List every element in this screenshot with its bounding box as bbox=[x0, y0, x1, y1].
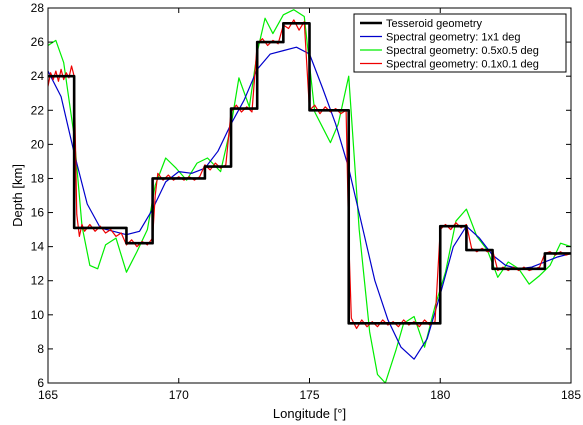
x-tick-label: 175 bbox=[299, 388, 319, 402]
y-axis-ticks: 6 8 10 12 14 16 18 20 22 24 26 28 bbox=[31, 1, 571, 390]
legend: Tesseroid geometry Spectral geometry: 1x1… bbox=[353, 13, 567, 73]
y-tick-label: 14 bbox=[31, 240, 45, 254]
y-tick-label: 12 bbox=[31, 274, 45, 288]
x-tick-label: 165 bbox=[38, 388, 58, 402]
y-tick-label: 18 bbox=[31, 171, 45, 185]
series-line-1 bbox=[48, 22, 571, 325]
x-tick-label: 180 bbox=[430, 388, 450, 402]
legend-box bbox=[353, 13, 567, 73]
x-axis-label: Longitude [°] bbox=[273, 406, 346, 421]
y-tick-label: 10 bbox=[31, 308, 45, 322]
legend-label: Spectral geometry: 0.5x0.5 deg bbox=[386, 45, 539, 57]
y-tick-label: 22 bbox=[31, 103, 45, 117]
legend-label: Tesseroid geometry bbox=[386, 18, 482, 30]
plot-series bbox=[48, 9, 571, 383]
y-tick-label: 6 bbox=[37, 376, 44, 390]
y-tick-label: 28 bbox=[31, 1, 45, 15]
y-axis-label: Depth [km] bbox=[10, 164, 25, 227]
y-tick-label: 20 bbox=[31, 137, 45, 151]
y-tick-label: 16 bbox=[31, 206, 45, 220]
y-tick-label: 26 bbox=[31, 35, 45, 49]
legend-label: Spectral geometry: 0.1x0.1 deg bbox=[386, 59, 539, 71]
legend-label: Spectral geometry: 1x1 deg bbox=[386, 32, 521, 44]
x-tick-label: 185 bbox=[561, 388, 581, 402]
y-tick-label: 8 bbox=[37, 342, 44, 356]
x-tick-label: 170 bbox=[169, 388, 189, 402]
x-axis-ticks: 165 170 175 180 185 bbox=[38, 8, 581, 402]
y-tick-label: 24 bbox=[31, 69, 45, 83]
